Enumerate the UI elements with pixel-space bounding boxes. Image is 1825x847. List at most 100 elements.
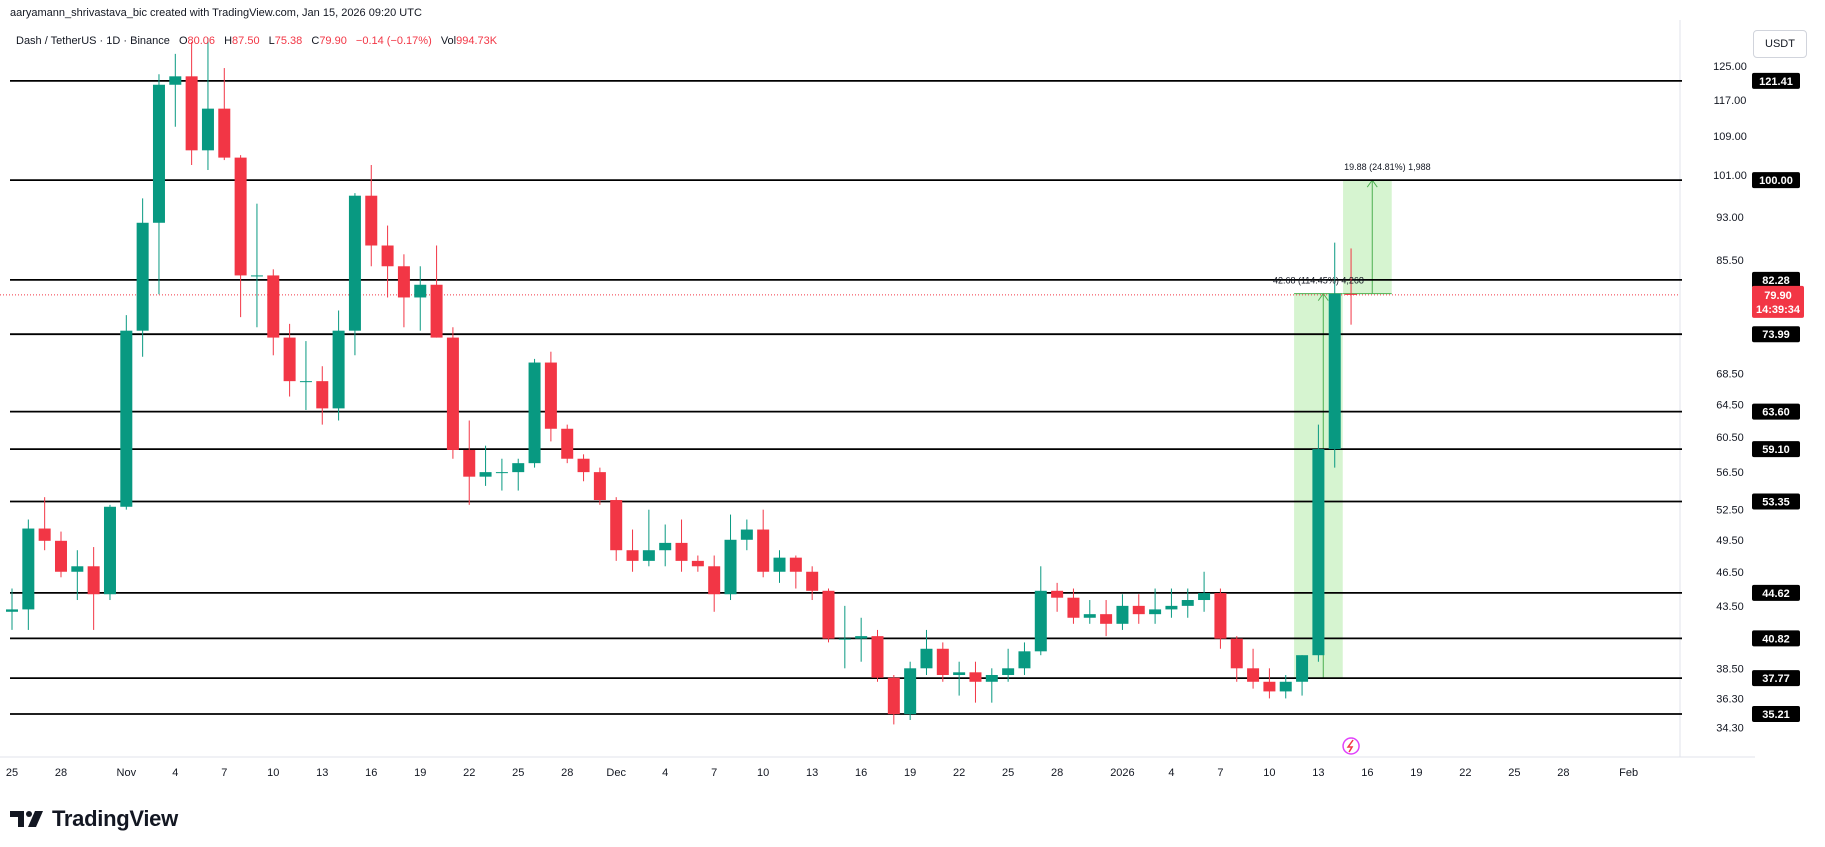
candle-body[interactable] [136,222,149,331]
candle-body[interactable] [789,557,802,572]
candle-body[interactable] [544,362,557,429]
candle-body[interactable] [463,449,476,477]
candle-body[interactable] [283,337,296,382]
candle-body[interactable] [740,529,753,540]
price-tick-label: 56.50 [1716,467,1744,479]
candle-body[interactable] [822,590,835,639]
candle-body[interactable] [1230,638,1243,669]
candle-body[interactable] [54,540,67,572]
candle-body[interactable] [887,677,900,715]
candle-body[interactable] [904,668,917,715]
candle-body[interactable] [675,542,688,561]
candle-body[interactable] [120,330,133,507]
candle-body[interactable] [1034,590,1047,652]
candle-body[interactable] [365,195,378,246]
candle-body[interactable] [855,636,868,639]
candle-body[interactable] [708,566,721,595]
candle-body[interactable] [871,636,884,678]
candle-body[interactable] [1067,597,1080,618]
volume-value: 994.73K [456,35,498,47]
time-tick-label: 7 [221,767,227,779]
price-tick-label: 64.50 [1716,399,1744,411]
candle-body[interactable] [152,84,165,223]
candle-body[interactable] [577,458,590,473]
close-value: 79.90 [319,35,347,47]
candle-body[interactable] [920,648,933,669]
candle-body[interactable] [316,381,329,409]
candle-body[interactable] [479,472,492,477]
candle-body[interactable] [1051,590,1064,598]
candle-body[interactable] [1181,600,1194,606]
candle-body[interactable] [169,76,182,85]
candle-body[interactable] [185,76,198,151]
level-price-tag [1752,72,1800,89]
candle-body[interactable] [430,284,443,338]
candle-body[interactable] [267,275,280,338]
candle-body[interactable] [1002,668,1015,675]
currency-button[interactable]: USDT [1753,30,1807,58]
candle-body[interactable] [87,566,100,595]
candle-body[interactable] [724,539,737,595]
candle-body[interactable] [234,157,247,276]
candle-body[interactable] [1149,609,1162,615]
candle-body[interactable] [1132,605,1145,615]
candle-body[interactable] [381,245,394,267]
candle-body[interactable] [397,266,410,298]
candle-body[interactable] [1279,681,1292,692]
candle-body[interactable] [1296,655,1309,682]
current-price-label: 79.90 [1764,290,1792,302]
candle-body[interactable] [838,638,851,640]
candle-body[interactable] [642,550,655,561]
candle-body[interactable] [1214,593,1227,639]
candle-body[interactable] [1083,614,1096,618]
candle-body[interactable] [757,529,770,572]
candle-body[interactable] [1018,651,1031,669]
projection-arrowhead [1317,292,1329,301]
candle-body[interactable] [22,528,35,610]
candle-body[interactable] [1116,605,1129,624]
candle-body[interactable] [1312,449,1325,656]
candle-body[interactable] [953,672,966,675]
time-tick-label: 10 [267,767,279,779]
candle-body[interactable] [593,472,606,501]
candle-body[interactable] [1247,668,1260,682]
candle-body[interactable] [610,500,623,551]
candle-body[interactable] [1198,593,1211,601]
candle-body[interactable] [969,672,982,682]
candle-body[interactable] [773,557,786,572]
level-price-label: 63.60 [1762,407,1790,419]
symbol-title[interactable]: Dash / TetherUS · 1D · Binance [16,35,170,47]
candle-body[interactable] [1263,681,1276,692]
candle-body[interactable] [806,571,819,591]
candle-body[interactable] [218,108,231,158]
candle-body[interactable] [528,362,541,464]
candle-body[interactable] [348,195,361,331]
candle-body[interactable] [332,330,345,409]
candle-body[interactable] [691,560,704,567]
level-price-tag [1752,403,1800,420]
candle-body[interactable] [38,528,51,541]
candle-body[interactable] [561,428,574,459]
candle-body[interactable] [250,275,263,277]
candle-body[interactable] [659,542,672,551]
event-marker-icon[interactable] [1342,737,1360,755]
candle-body[interactable] [626,550,639,561]
level-price-label: 121.41 [1759,76,1793,88]
candle-body[interactable] [299,381,312,383]
candle-body[interactable] [201,108,214,151]
candle-body[interactable] [512,463,525,473]
candle-body[interactable] [446,337,459,450]
candle-body[interactable] [495,472,508,474]
candle-body[interactable] [985,674,998,682]
candle-body[interactable] [103,506,116,595]
candle-body[interactable] [414,284,427,298]
candle-body[interactable] [1345,293,1358,295]
candle-body[interactable] [1100,614,1113,624]
candle-body[interactable] [71,566,84,572]
candle-body[interactable] [6,609,18,612]
candle-body[interactable] [1165,605,1178,610]
candle-body[interactable] [936,648,949,675]
candle-body[interactable] [1328,293,1341,450]
time-tick-label: 4 [1168,767,1174,779]
